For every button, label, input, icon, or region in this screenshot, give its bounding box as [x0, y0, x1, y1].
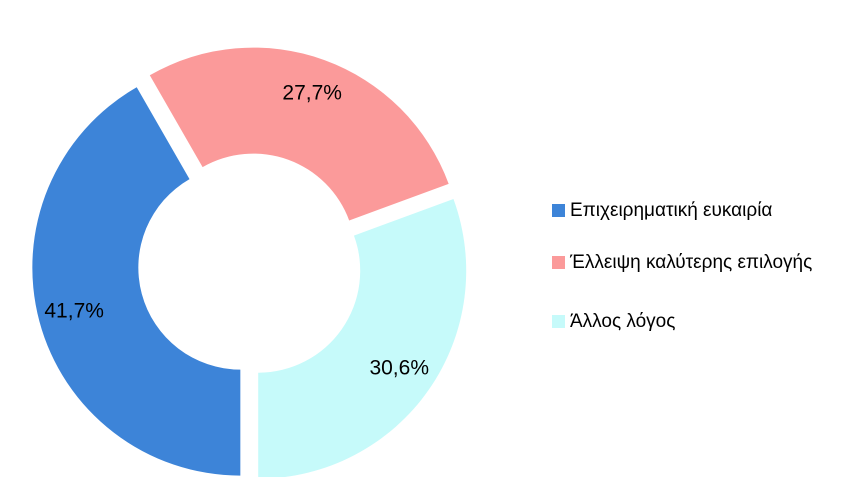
donut-slice [32, 87, 241, 476]
legend-label: Έλλειψη καλύτερης επιλογής [569, 252, 812, 273]
legend-label: Άλλος λόγος [570, 311, 675, 332]
data-label: 30,6% [369, 357, 429, 380]
legend-swatch [552, 256, 565, 269]
legend-swatch [552, 315, 565, 328]
legend-swatch [552, 204, 565, 217]
data-label: 41,7% [44, 299, 104, 322]
legend-label: Επιχειρηματική ευκαιρία [570, 200, 772, 221]
donut-slice [149, 47, 449, 221]
data-label: 27,7% [282, 82, 342, 105]
donut-slice [258, 199, 467, 477]
